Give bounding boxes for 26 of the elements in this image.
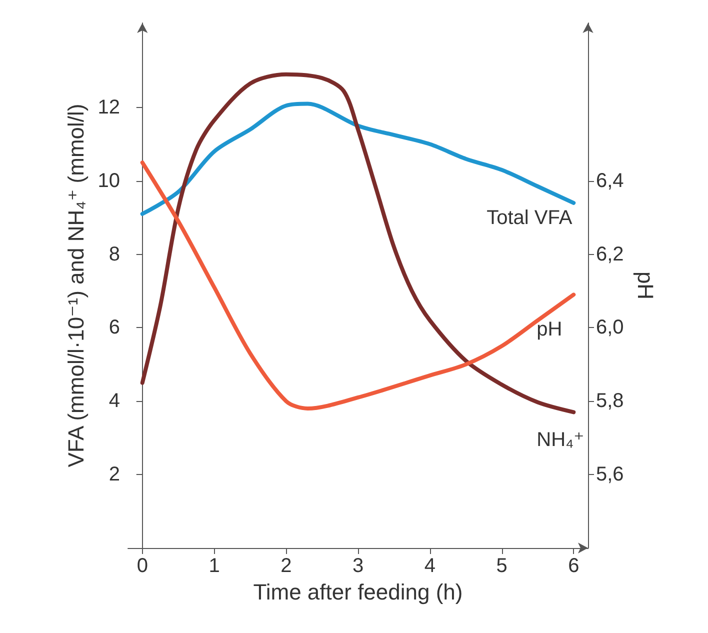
y-axis-title: VFA (mmol/l·10⁻¹) and NH₄⁺ (mmol/l) bbox=[63, 104, 88, 468]
series-label: Total VFA bbox=[486, 206, 573, 229]
x-tick-label: 5 bbox=[496, 555, 508, 577]
line-series bbox=[140, 72, 576, 414]
y-tick-label: 4 bbox=[108, 390, 120, 412]
series-label: NH₄⁺ bbox=[536, 429, 584, 452]
y-tick-label: 2 bbox=[108, 464, 120, 486]
y2-tick-label: 6,4 bbox=[596, 170, 624, 192]
y-tick-label: 6 bbox=[108, 316, 120, 339]
x-tick-label: 0 bbox=[136, 555, 148, 577]
y2-tick-label: 6,2 bbox=[596, 243, 624, 266]
x-tick-label: 3 bbox=[352, 555, 364, 577]
y-tick-label: 8 bbox=[108, 243, 120, 266]
y2-tick-label: 5,6 bbox=[596, 464, 624, 486]
y2-tick-label: 5,8 bbox=[596, 390, 624, 412]
y-tick-label: 10 bbox=[98, 170, 120, 192]
x-tick-label: 1 bbox=[208, 555, 220, 577]
series-label: pH bbox=[536, 318, 562, 341]
x-tick-label: 6 bbox=[568, 555, 580, 577]
line-series bbox=[140, 160, 576, 410]
y-tick-label: 12 bbox=[98, 96, 120, 118]
x-tick-label: 4 bbox=[424, 555, 436, 577]
y2-tick-label: 6,0 bbox=[596, 316, 624, 339]
x-tick-label: 2 bbox=[280, 555, 292, 577]
y2-axis-title: pH bbox=[633, 271, 658, 300]
x-axis-title: Time after feeding (h) bbox=[253, 579, 463, 604]
